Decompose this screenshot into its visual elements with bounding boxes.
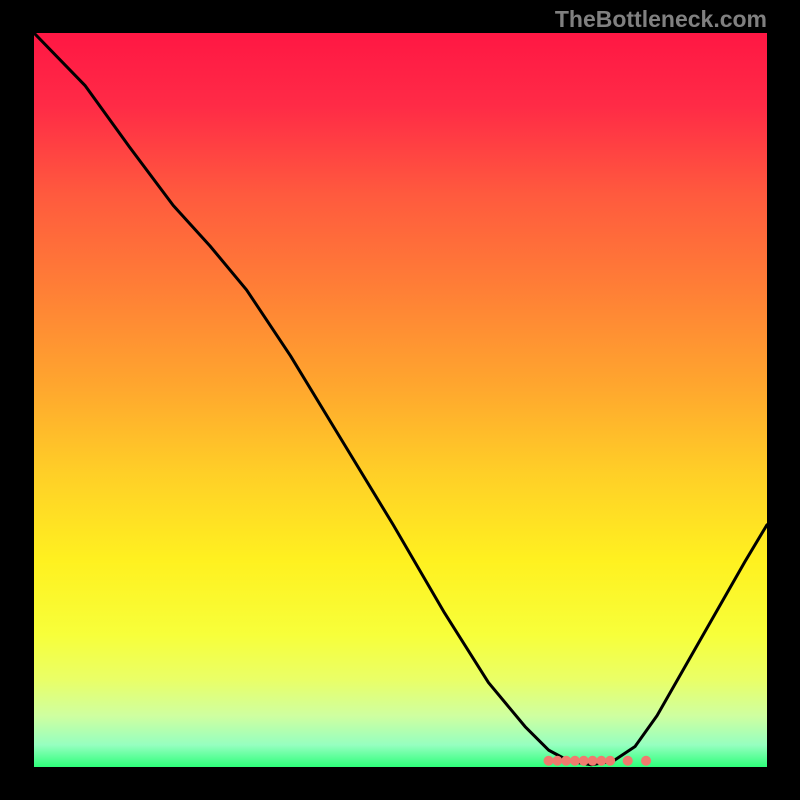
data-marker	[544, 756, 554, 766]
data-marker	[579, 756, 589, 766]
data-marker	[605, 756, 615, 766]
chart-svg	[34, 33, 767, 767]
data-marker	[623, 756, 633, 766]
data-marker	[570, 756, 580, 766]
watermark-text: TheBottleneck.com	[555, 6, 767, 33]
data-marker	[641, 756, 651, 766]
data-marker	[596, 756, 606, 766]
bottleneck-curve	[34, 33, 767, 765]
data-marker	[588, 756, 598, 766]
data-marker	[552, 756, 562, 766]
data-marker	[561, 756, 571, 766]
chart-area	[34, 33, 767, 767]
